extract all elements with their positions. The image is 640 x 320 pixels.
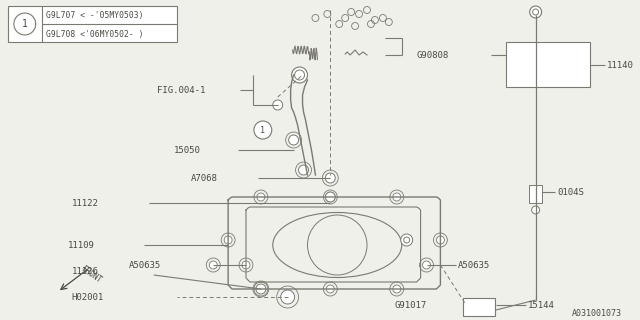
Text: G9L708 <'06MY0502- ): G9L708 <'06MY0502- ) bbox=[45, 29, 143, 38]
Bar bbox=[463, 298, 495, 316]
Text: 11126: 11126 bbox=[72, 268, 99, 276]
Text: 1: 1 bbox=[22, 19, 28, 29]
Bar bbox=[529, 185, 541, 203]
Text: G91017: G91017 bbox=[395, 300, 427, 309]
Circle shape bbox=[257, 193, 265, 201]
Circle shape bbox=[401, 234, 413, 246]
Circle shape bbox=[242, 261, 250, 269]
Text: FRONT: FRONT bbox=[79, 265, 104, 285]
Circle shape bbox=[532, 206, 540, 214]
Circle shape bbox=[257, 285, 265, 293]
Circle shape bbox=[326, 285, 334, 293]
Circle shape bbox=[436, 236, 444, 244]
Circle shape bbox=[273, 100, 283, 110]
Circle shape bbox=[393, 285, 401, 293]
Text: G90808: G90808 bbox=[417, 51, 449, 60]
Text: H02001: H02001 bbox=[72, 292, 104, 301]
Circle shape bbox=[209, 261, 217, 269]
Text: 11140: 11140 bbox=[607, 60, 634, 69]
Bar bbox=[506, 42, 590, 87]
Text: 11109: 11109 bbox=[67, 241, 94, 250]
Text: 0104S: 0104S bbox=[557, 188, 584, 196]
Circle shape bbox=[14, 13, 36, 35]
Text: A50635: A50635 bbox=[458, 260, 490, 269]
Text: 11122: 11122 bbox=[72, 198, 99, 207]
Circle shape bbox=[422, 261, 431, 269]
Text: FIG.004-1: FIG.004-1 bbox=[157, 85, 205, 94]
Circle shape bbox=[224, 236, 232, 244]
Circle shape bbox=[393, 193, 401, 201]
Circle shape bbox=[281, 290, 294, 304]
Circle shape bbox=[254, 121, 272, 139]
Text: 1: 1 bbox=[260, 125, 266, 134]
Text: A50635: A50635 bbox=[129, 260, 161, 269]
Circle shape bbox=[325, 192, 335, 202]
Circle shape bbox=[530, 6, 541, 18]
Circle shape bbox=[289, 135, 299, 145]
Text: G9L707 < -'05MY0503): G9L707 < -'05MY0503) bbox=[45, 11, 143, 20]
Circle shape bbox=[325, 173, 335, 183]
Circle shape bbox=[326, 193, 334, 201]
Bar bbox=[8, 6, 177, 42]
Text: A031001073: A031001073 bbox=[572, 308, 622, 317]
Text: 15144: 15144 bbox=[528, 300, 555, 309]
Circle shape bbox=[299, 165, 308, 175]
Circle shape bbox=[532, 9, 539, 15]
Circle shape bbox=[292, 67, 307, 83]
Text: A7068: A7068 bbox=[191, 173, 218, 182]
Circle shape bbox=[256, 284, 266, 294]
Circle shape bbox=[404, 237, 410, 243]
Circle shape bbox=[294, 70, 305, 80]
Text: 15050: 15050 bbox=[173, 146, 200, 155]
